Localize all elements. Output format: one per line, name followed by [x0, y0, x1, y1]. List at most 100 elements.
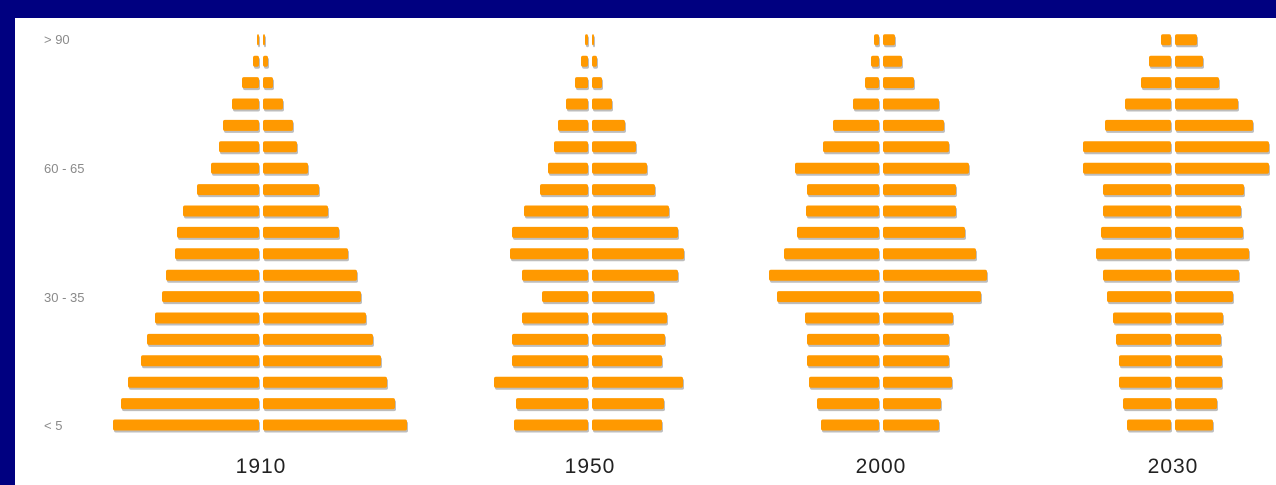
bar-left-2000	[809, 376, 879, 388]
bar-right-1910	[263, 312, 366, 324]
bar-right-2000	[883, 291, 981, 303]
bar-left-2030	[1123, 398, 1171, 410]
bar-right-1950	[592, 184, 655, 196]
bar-left-2000	[805, 312, 879, 324]
bar-left-1950	[522, 269, 588, 281]
bar-right-2000	[883, 312, 953, 324]
bar-left-1950	[558, 119, 588, 131]
bar-right-1950	[592, 55, 597, 67]
bar-left-1910	[147, 333, 259, 345]
bar-right-2000	[883, 269, 987, 281]
bar-left-2030	[1161, 34, 1171, 46]
bar-left-1910	[175, 248, 259, 260]
bar-left-1910	[211, 162, 259, 174]
bar-right-2000	[883, 333, 949, 345]
bar-left-1910	[219, 141, 259, 153]
bar-left-1950	[540, 184, 588, 196]
bar-left-1950	[581, 55, 588, 67]
bar-right-1910	[263, 55, 268, 67]
bar-right-1910	[263, 355, 381, 367]
bar-right-1910	[263, 269, 357, 281]
bar-left-2000	[807, 184, 879, 196]
bar-left-2030	[1107, 291, 1171, 303]
bar-left-2030	[1103, 205, 1171, 217]
bar-right-1950	[592, 162, 647, 174]
bar-left-2000	[806, 205, 879, 217]
bar-right-2030	[1175, 77, 1219, 89]
bar-left-2000	[807, 333, 879, 345]
bar-right-1910	[263, 98, 283, 110]
bar-right-1950	[592, 119, 625, 131]
bar-left-2030	[1101, 226, 1171, 238]
bar-right-2030	[1175, 162, 1269, 174]
bar-left-1950	[554, 141, 588, 153]
bar-left-2030	[1119, 355, 1171, 367]
bar-left-1950	[585, 34, 588, 46]
bar-right-1910	[263, 398, 395, 410]
bar-left-1910	[162, 291, 259, 303]
bar-left-1910	[128, 376, 259, 388]
year-label-1950: 1950	[565, 455, 616, 478]
pyramid-1910: 1910	[113, 34, 408, 478]
bar-left-2030	[1103, 184, 1171, 196]
bar-right-2030	[1175, 34, 1197, 46]
bar-right-2030	[1175, 248, 1249, 260]
bar-right-2000	[883, 355, 949, 367]
bar-left-1910	[113, 419, 259, 431]
bar-right-1950	[592, 333, 665, 345]
bar-left-1910	[121, 398, 259, 410]
bar-left-1950	[566, 98, 588, 110]
bar-right-1950	[592, 376, 683, 388]
bar-right-2030	[1175, 55, 1203, 67]
bar-right-1910	[263, 34, 265, 46]
bar-left-2030	[1113, 312, 1171, 324]
bar-left-1910	[197, 184, 259, 196]
bar-right-2000	[883, 184, 956, 196]
pyramids-group: 1910 1950 2000 2030	[113, 34, 1270, 478]
bar-left-2030	[1116, 333, 1171, 345]
age-axis: > 90 60 - 65 30 - 35 < 5	[44, 32, 84, 433]
bar-right-1910	[263, 162, 308, 174]
bar-right-2030	[1175, 141, 1269, 153]
bar-right-2030	[1175, 98, 1238, 110]
bar-left-2030	[1096, 248, 1171, 260]
bar-left-1950	[494, 376, 588, 388]
bar-left-2000	[833, 119, 879, 131]
bar-right-1950	[592, 226, 678, 238]
bar-right-2030	[1175, 119, 1253, 131]
bar-right-1910	[263, 119, 293, 131]
bar-right-1950	[592, 141, 636, 153]
bar-right-1910	[263, 184, 319, 196]
bar-left-1950	[542, 291, 588, 303]
bar-right-2030	[1175, 355, 1222, 367]
bar-right-1910	[263, 141, 297, 153]
bar-left-1910	[232, 98, 259, 110]
bar-left-1950	[522, 312, 588, 324]
chart-panel: > 90 60 - 65 30 - 35 < 5 1910 1950 2000 203…	[15, 18, 1276, 485]
bar-left-2000	[807, 355, 879, 367]
bar-left-2000	[817, 398, 879, 410]
bar-right-2030	[1175, 376, 1222, 388]
bar-right-1950	[592, 77, 602, 89]
bar-left-2000	[777, 291, 879, 303]
bar-left-1950	[514, 419, 588, 431]
bar-left-1910	[166, 269, 259, 281]
bar-right-1950	[592, 355, 662, 367]
pyramid-2000: 2000	[769, 34, 988, 478]
bar-left-1910	[223, 119, 259, 131]
bar-left-1910	[177, 226, 259, 238]
bar-right-2030	[1175, 226, 1243, 238]
bar-left-1910	[183, 205, 259, 217]
bar-left-2000	[865, 77, 879, 89]
bar-right-2030	[1175, 291, 1233, 303]
bar-left-2030	[1105, 119, 1171, 131]
bar-left-2030	[1141, 77, 1171, 89]
bar-right-1950	[592, 269, 678, 281]
age-tick-label: 60 - 65	[44, 161, 84, 176]
bar-right-1910	[263, 419, 407, 431]
age-tick-label: 30 - 35	[44, 290, 84, 305]
bar-left-1950	[516, 398, 588, 410]
bar-right-2030	[1175, 184, 1244, 196]
bar-right-2000	[883, 419, 939, 431]
population-pyramids-chart: > 90 60 - 65 30 - 35 < 5 1910 1950 2000 203…	[44, 32, 1270, 478]
